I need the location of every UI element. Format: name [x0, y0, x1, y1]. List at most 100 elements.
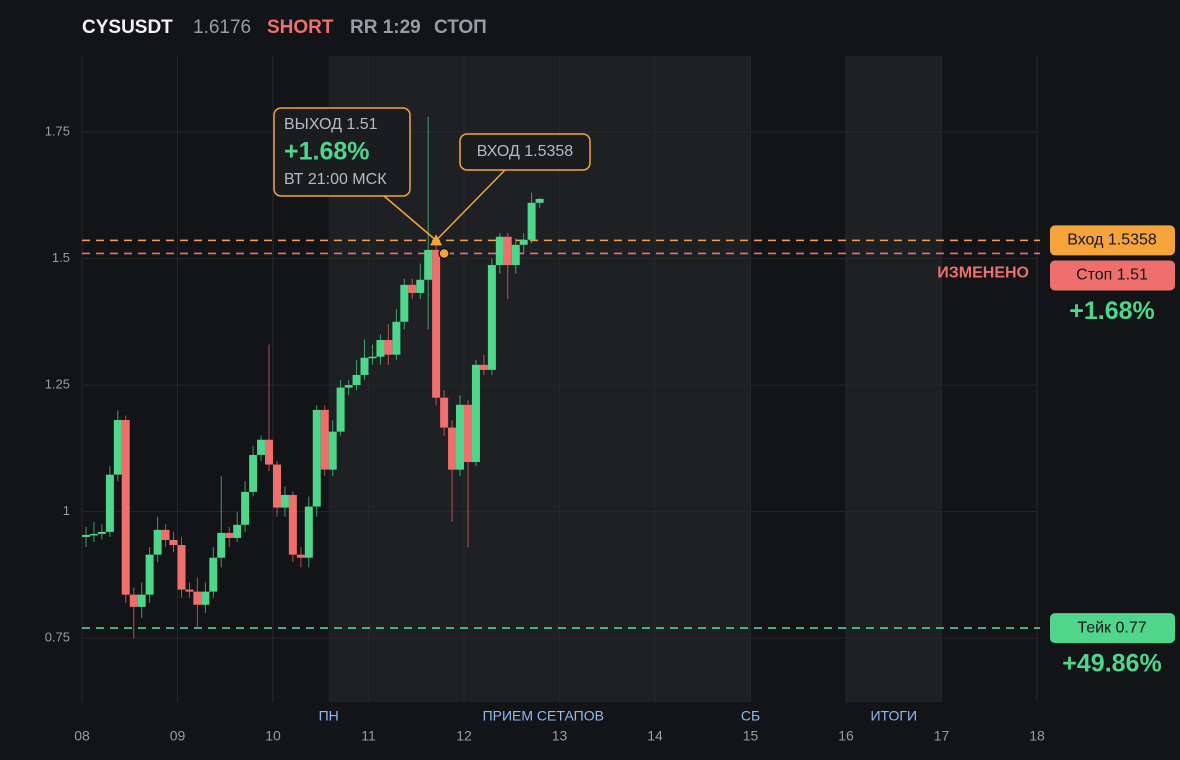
- candle-body: [121, 420, 130, 595]
- candle-body: [145, 554, 154, 595]
- candle-body: [432, 249, 441, 398]
- candle-body: [448, 427, 457, 470]
- x-tick-label: 18: [1029, 728, 1045, 744]
- candle-body: [487, 265, 496, 370]
- candle-body: [89, 533, 98, 536]
- x-tick-label: 10: [265, 728, 281, 744]
- candle-body: [273, 464, 282, 508]
- shaded-session: [846, 56, 942, 702]
- candle-body: [153, 529, 162, 555]
- candle-body: [455, 404, 464, 470]
- candle-body: [416, 279, 425, 293]
- exit-title: ВЫХОД 1.51: [284, 116, 378, 133]
- candle-body: [495, 236, 504, 266]
- candle-body: [193, 591, 202, 605]
- period-label: СБ: [741, 708, 760, 724]
- candle-body: [479, 364, 488, 370]
- candle-body: [264, 439, 273, 465]
- level-pnl: +49.86%: [1062, 650, 1161, 678]
- candle-body: [249, 454, 258, 492]
- level-tag: [1050, 613, 1175, 644]
- candle-body: [97, 531, 106, 534]
- candle-body: [185, 589, 194, 592]
- price: 1.6176: [193, 17, 251, 38]
- candle-body: [368, 356, 377, 359]
- candle-body: [129, 594, 138, 607]
- period-label: ИТОГИ: [870, 708, 917, 724]
- x-tick-label: 11: [361, 728, 376, 744]
- x-tick-label: 13: [552, 728, 568, 744]
- candle-body: [304, 506, 313, 558]
- candle-body: [527, 202, 536, 240]
- candle-body: [169, 539, 178, 546]
- level-tag-label: Вход 1.5358: [1067, 232, 1157, 249]
- x-tick-label: 08: [74, 728, 90, 744]
- callout-connector: [435, 169, 506, 241]
- candle-body: [296, 554, 305, 558]
- candle-body: [257, 439, 266, 455]
- candle-body: [384, 340, 393, 355]
- candle-body: [400, 284, 409, 322]
- candle-body: [312, 409, 321, 507]
- entry-callout: [459, 133, 591, 171]
- risk-reward: RR 1:29: [350, 17, 421, 38]
- status: СТОП: [434, 17, 487, 38]
- candle-body: [288, 494, 297, 555]
- level-pnl: +1.68%: [1069, 297, 1155, 325]
- callout-connector: [383, 195, 437, 241]
- level-tag-label: Стоп 1.51: [1076, 267, 1148, 284]
- candle-body: [360, 357, 369, 375]
- exit-callout: [273, 107, 411, 197]
- x-tick-label: 16: [838, 728, 854, 744]
- entry-title: ВХОД 1.5358: [477, 143, 574, 160]
- candle-body: [177, 545, 186, 590]
- level-tag: [1050, 225, 1175, 256]
- x-tick-label: 17: [934, 728, 950, 744]
- period-label: ПРИЕМ СЕТАПОВ: [483, 708, 604, 724]
- candle-body: [113, 420, 122, 475]
- candle-body: [105, 474, 114, 532]
- y-tick-label: 0.75: [45, 630, 70, 645]
- candle-body: [336, 387, 345, 432]
- candle-body: [352, 374, 361, 386]
- level-tag: [1050, 260, 1175, 291]
- candle-body: [217, 532, 226, 558]
- symbol: CYSUSDT: [82, 17, 173, 38]
- candle-body: [424, 249, 433, 280]
- period-label: ПН: [319, 708, 339, 724]
- entry-marker: [430, 234, 443, 246]
- level-note: ИЗМЕНЕНО: [937, 265, 1029, 282]
- candle-body: [344, 385, 353, 388]
- candle-body: [328, 431, 337, 470]
- x-tick-label: 12: [456, 728, 472, 744]
- y-tick-label: 1.25: [45, 377, 70, 392]
- candle-body: [225, 532, 234, 538]
- candle-body: [137, 594, 146, 607]
- x-tick-label: 09: [170, 728, 186, 744]
- candle-body: [161, 529, 170, 540]
- candle-body: [408, 284, 417, 293]
- candle-body: [440, 397, 449, 428]
- side: SHORT: [267, 17, 334, 38]
- y-tick-label: 1.5: [52, 250, 70, 265]
- candle-body: [535, 198, 544, 203]
- candle-body: [503, 236, 512, 266]
- candle-body: [471, 364, 480, 463]
- candle-body: [82, 534, 91, 537]
- candle-body: [209, 557, 218, 592]
- candle-body: [233, 524, 242, 538]
- x-tick-label: 14: [647, 728, 663, 744]
- candle-body: [376, 340, 385, 357]
- candle-body: [511, 244, 520, 266]
- candle-body: [519, 239, 528, 245]
- candle-body: [280, 494, 289, 508]
- exit-marker: [438, 247, 450, 260]
- candle-body: [320, 409, 329, 470]
- y-tick-label: 1.75: [45, 123, 70, 138]
- candle-body: [392, 321, 401, 355]
- level-tag-label: Тейк 0.77: [1077, 619, 1146, 636]
- candle-body: [464, 404, 473, 463]
- exit-pnl: +1.68%: [284, 138, 370, 166]
- exit-time: ВТ 21:00 МСК: [284, 171, 387, 188]
